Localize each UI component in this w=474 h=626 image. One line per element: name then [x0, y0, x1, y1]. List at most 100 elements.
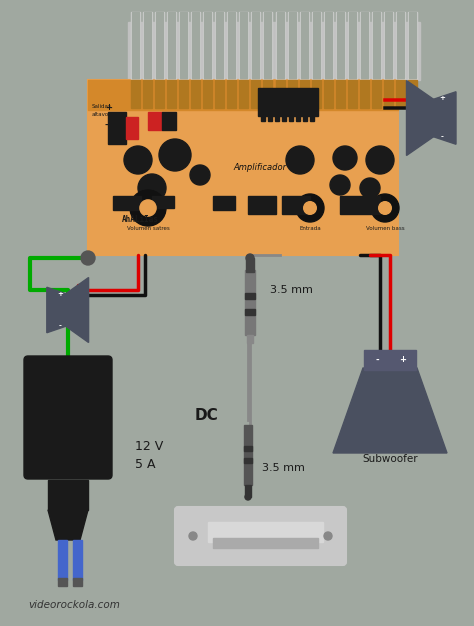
Bar — [152, 196, 174, 208]
Circle shape — [296, 194, 324, 222]
Text: DC: DC — [195, 408, 219, 423]
Circle shape — [324, 532, 332, 540]
Bar — [215, 80, 224, 108]
Polygon shape — [48, 510, 88, 540]
Bar — [239, 80, 248, 108]
Bar — [372, 80, 381, 108]
Bar — [361, 12, 368, 78]
Polygon shape — [434, 92, 456, 144]
Bar — [364, 350, 416, 370]
Text: 12 V: 12 V — [135, 440, 163, 453]
Bar — [384, 12, 393, 80]
Bar — [228, 12, 236, 78]
Bar — [311, 12, 320, 80]
Text: altavoz: altavoz — [92, 112, 112, 117]
Bar — [258, 88, 318, 116]
Bar — [179, 12, 188, 80]
Bar — [373, 12, 380, 78]
Bar — [228, 80, 237, 108]
Text: Entrada: Entrada — [299, 226, 321, 231]
Bar — [208, 522, 323, 541]
Bar — [143, 12, 152, 80]
Bar — [275, 80, 284, 108]
Text: -: - — [59, 322, 62, 329]
Text: 3.5 mm: 3.5 mm — [262, 463, 305, 473]
Circle shape — [130, 190, 166, 226]
Bar — [310, 116, 314, 121]
Bar — [88, 80, 398, 255]
Bar — [348, 12, 357, 80]
Bar — [191, 80, 200, 108]
Polygon shape — [407, 81, 434, 155]
Bar — [246, 258, 254, 272]
Bar — [311, 80, 320, 108]
Bar — [191, 12, 200, 80]
Text: +: + — [439, 96, 446, 101]
Bar — [148, 112, 162, 130]
Bar — [155, 12, 164, 80]
Bar — [58, 578, 67, 586]
Bar — [245, 293, 255, 299]
Text: Subwoofer: Subwoofer — [362, 454, 418, 464]
Text: Salidas: Salidas — [92, 104, 112, 109]
Bar — [143, 80, 152, 108]
Text: 5 A: 5 A — [135, 458, 155, 471]
Bar — [245, 270, 255, 335]
Text: -: - — [105, 121, 109, 130]
Bar — [108, 112, 126, 144]
Circle shape — [124, 146, 152, 174]
Bar — [132, 12, 139, 78]
Bar — [303, 116, 307, 121]
Bar — [324, 12, 333, 80]
Bar — [282, 196, 310, 214]
FancyBboxPatch shape — [175, 507, 346, 565]
Circle shape — [371, 194, 399, 222]
Bar — [340, 196, 380, 214]
Bar — [300, 12, 309, 80]
Bar — [167, 80, 176, 108]
Bar — [48, 480, 88, 510]
Bar — [126, 117, 138, 139]
Bar — [325, 12, 332, 78]
Bar — [203, 12, 212, 80]
Bar — [245, 485, 251, 497]
Circle shape — [304, 202, 316, 214]
Bar — [301, 12, 308, 78]
Text: +: + — [105, 103, 112, 112]
Bar — [213, 196, 235, 210]
Bar — [244, 458, 252, 463]
Bar — [268, 116, 272, 121]
Bar — [264, 12, 272, 78]
Bar — [408, 80, 417, 108]
Bar — [253, 12, 259, 78]
Bar — [245, 309, 255, 315]
Bar — [336, 80, 345, 108]
Bar — [251, 80, 260, 108]
Bar — [213, 538, 318, 548]
Bar — [156, 12, 163, 78]
Polygon shape — [47, 287, 66, 333]
Bar — [180, 12, 187, 78]
Bar — [288, 80, 297, 108]
Text: +: + — [57, 291, 63, 297]
Bar — [162, 112, 176, 130]
Bar — [349, 12, 356, 78]
Circle shape — [140, 200, 156, 216]
Bar — [397, 12, 404, 78]
Circle shape — [366, 146, 394, 174]
Bar — [384, 80, 393, 108]
Bar — [144, 12, 151, 78]
Bar — [168, 12, 175, 78]
Bar — [204, 12, 211, 78]
Bar — [73, 578, 82, 586]
Bar — [282, 116, 286, 121]
Bar — [288, 12, 297, 80]
Text: 3.5 mm: 3.5 mm — [270, 285, 313, 295]
Bar — [360, 12, 369, 80]
Bar — [289, 12, 296, 78]
Text: -: - — [375, 356, 379, 364]
Circle shape — [246, 254, 254, 262]
Bar — [300, 80, 309, 108]
Circle shape — [286, 146, 314, 174]
Bar — [396, 12, 405, 80]
